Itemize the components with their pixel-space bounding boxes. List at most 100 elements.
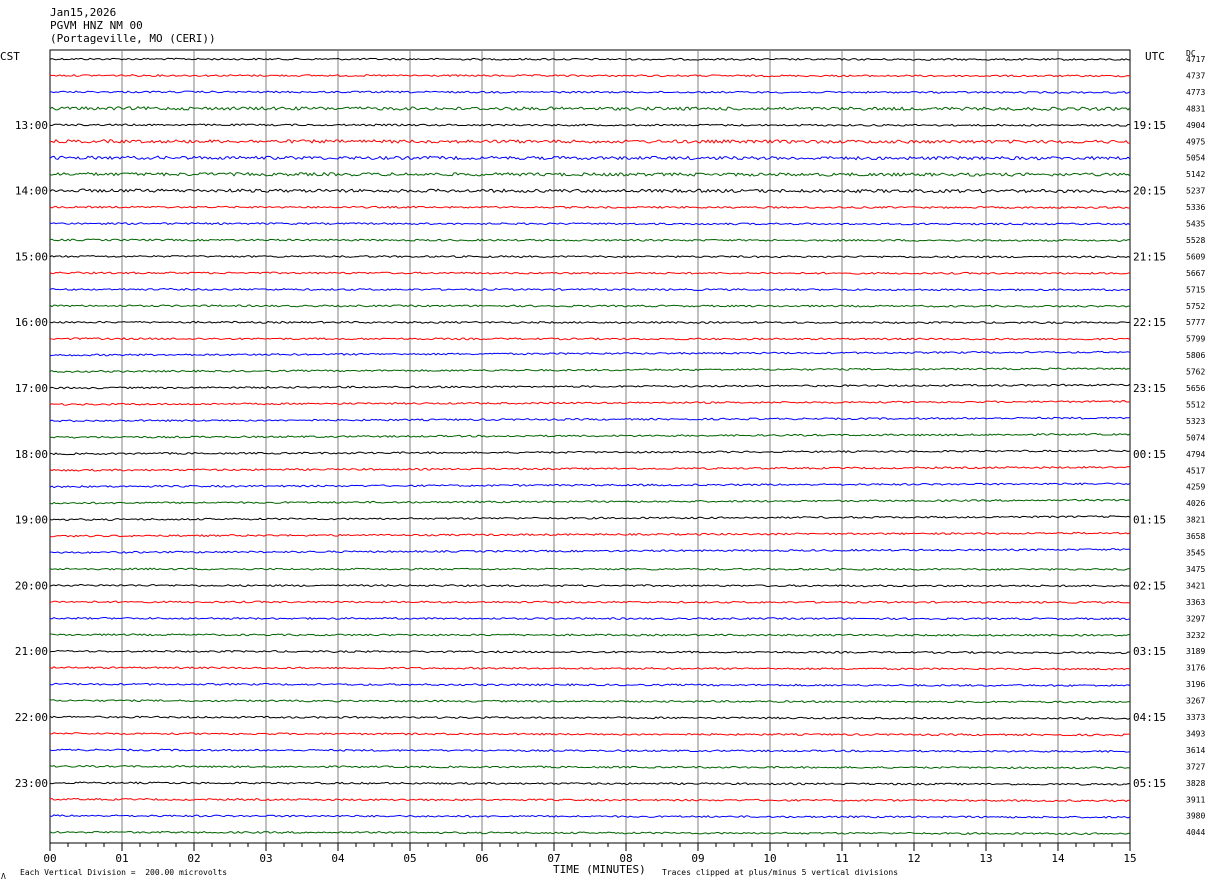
utc-hour-label: 23:15 xyxy=(1133,382,1166,395)
cst-hour-label: 22:00 xyxy=(15,711,48,724)
dc-offset-label: 3980 xyxy=(1186,812,1205,821)
station-label: PGVM HNZ NM 00 xyxy=(50,19,143,32)
trace-line xyxy=(49,584,1131,588)
trace-line xyxy=(49,254,1131,259)
trace-line xyxy=(49,271,1131,275)
trace-line xyxy=(49,73,1131,78)
dc-offset-label: 3189 xyxy=(1186,647,1205,656)
utc-hour-label: 22:15 xyxy=(1133,316,1166,329)
plot-frame xyxy=(49,49,1131,844)
x-tick-label: 07 xyxy=(547,852,560,865)
utc-hour-label: 01:15 xyxy=(1133,514,1166,527)
cst-hour-label: 20:00 xyxy=(15,579,48,592)
x-tick-label: 13 xyxy=(979,852,992,865)
x-tick-label: 00 xyxy=(43,852,56,865)
trace-line xyxy=(49,337,1131,341)
trace-line xyxy=(49,123,1131,127)
trace-line xyxy=(49,482,1131,489)
dc-offset-label: 4259 xyxy=(1186,483,1205,492)
cst-hour-label: 21:00 xyxy=(15,645,48,658)
trace-line xyxy=(49,699,1131,704)
dc-offset-label: 4773 xyxy=(1186,88,1205,97)
trace-line xyxy=(49,498,1131,505)
x-tick-label: 14 xyxy=(1051,852,1065,865)
dc-offset-label: 5777 xyxy=(1186,318,1205,327)
dc-offset-label: 5799 xyxy=(1186,335,1205,344)
trace-line xyxy=(49,531,1131,538)
trace-line xyxy=(49,649,1131,655)
cst-hour-label: 17:00 xyxy=(15,382,48,395)
utc-hour-label: 02:15 xyxy=(1133,579,1166,592)
trace-line xyxy=(49,155,1131,161)
trace-line xyxy=(49,797,1131,803)
trace-line xyxy=(49,90,1131,94)
dc-offset-label: 3176 xyxy=(1186,664,1205,673)
dc-offset-label: 3297 xyxy=(1186,614,1205,623)
dc-offset-label: 5336 xyxy=(1186,203,1205,212)
trace-line xyxy=(49,205,1131,209)
x-tick-label: 09 xyxy=(691,852,704,865)
utc-hour-label: 00:15 xyxy=(1133,448,1166,461)
dc-offset-label: 5656 xyxy=(1186,384,1205,393)
dc-offset-label: 5762 xyxy=(1186,368,1205,377)
utc-zone-label: UTC xyxy=(1145,50,1165,63)
x-tick-label: 11 xyxy=(835,852,848,865)
trace-line xyxy=(49,57,1131,61)
utc-hour-label: 04:15 xyxy=(1133,711,1166,724)
trace-line xyxy=(49,732,1131,737)
dc-offset-label: 5054 xyxy=(1186,154,1205,163)
trace-line xyxy=(49,633,1131,637)
utc-hour-label: 05:15 xyxy=(1133,777,1166,790)
dc-offset-label: 4904 xyxy=(1186,121,1205,130)
trace-line xyxy=(49,367,1131,373)
x-tick-label: 12 xyxy=(907,852,920,865)
dc-offset-label: 5806 xyxy=(1186,351,1205,360)
cst-hour-label: 16:00 xyxy=(15,316,48,329)
trace-line xyxy=(49,515,1131,521)
cst-hour-label: 14:00 xyxy=(15,185,48,198)
dc-offset-label: 4975 xyxy=(1186,137,1205,146)
dc-offset-label: 5715 xyxy=(1186,285,1205,294)
trace-line xyxy=(49,682,1131,687)
dc-offset-label: 3196 xyxy=(1186,680,1205,689)
trace-line xyxy=(49,616,1131,621)
x-tick-label: 01 xyxy=(115,852,128,865)
dc-offset-label: 3421 xyxy=(1186,581,1205,590)
date-label: Jan15,2026 xyxy=(50,6,117,19)
dc-offset-label: 5752 xyxy=(1186,302,1205,311)
trace-line xyxy=(49,814,1131,819)
dc-offset-label: 3828 xyxy=(1186,779,1205,788)
dc-offset-label: 3232 xyxy=(1186,631,1205,640)
x-tick-label: 03 xyxy=(259,852,272,865)
clip-note: Traces clipped at plus/minus 5 vertical … xyxy=(662,868,899,877)
dc-offset-label: 5609 xyxy=(1186,252,1205,261)
trace-line xyxy=(49,138,1131,144)
dc-offset-label: 5237 xyxy=(1186,187,1205,196)
trace-line xyxy=(49,548,1131,554)
trace-line xyxy=(49,188,1131,194)
trace-line xyxy=(49,715,1131,720)
dc-offset-label: 5528 xyxy=(1186,236,1205,245)
x-tick-label: 05 xyxy=(403,852,416,865)
cst-hour-label: 13:00 xyxy=(15,119,48,132)
trace-line xyxy=(49,106,1131,112)
trace-line xyxy=(49,400,1131,406)
cst-zone-label: CST xyxy=(0,50,20,63)
dc-offset-label: 3475 xyxy=(1186,565,1205,574)
trace-line xyxy=(49,222,1131,226)
dc-offset-label: 4517 xyxy=(1186,466,1205,475)
trace-line xyxy=(49,465,1131,472)
dc-offset-label: 3821 xyxy=(1186,516,1205,525)
utc-hour-label: 03:15 xyxy=(1133,645,1166,658)
dc-offset-label: 4737 xyxy=(1186,71,1205,80)
trace-line xyxy=(49,666,1131,671)
dc-offset-label: 3658 xyxy=(1186,532,1205,541)
utc-hour-label: 21:15 xyxy=(1133,250,1166,263)
dc-offset-label: 3911 xyxy=(1186,795,1205,804)
trace-line xyxy=(49,304,1131,308)
trace-line xyxy=(49,383,1131,390)
dc-offset-label: 4717 xyxy=(1186,55,1205,64)
dc-offset-label: 5435 xyxy=(1186,220,1205,229)
dc-offset-label: 3614 xyxy=(1186,746,1205,755)
cst-hour-label: 15:00 xyxy=(15,250,48,263)
